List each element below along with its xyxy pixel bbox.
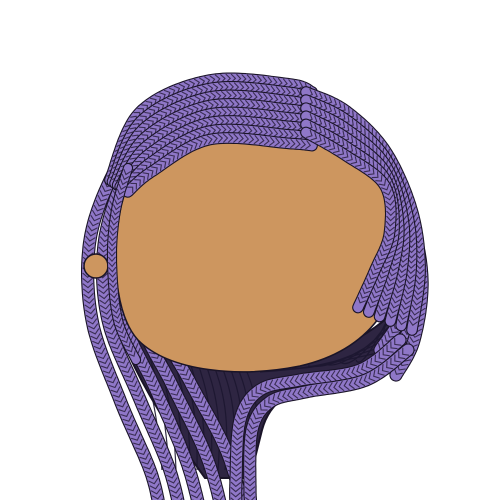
left-frame-braid	[106, 162, 142, 366]
ear	[83, 253, 109, 279]
top-braid	[121, 132, 318, 198]
back-braid	[243, 343, 415, 500]
right-braid	[300, 126, 397, 314]
braided-hair-front	[104, 72, 426, 366]
back-braid	[229, 333, 407, 500]
